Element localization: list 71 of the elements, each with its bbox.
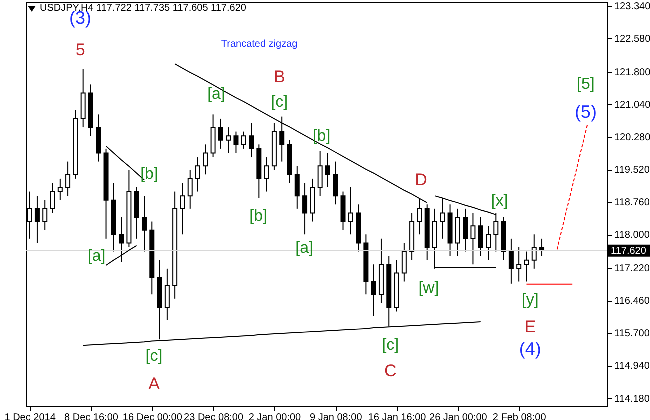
y-tick-label: 119.520 [614, 165, 650, 176]
candlestick [508, 238, 514, 284]
annotation: A [148, 374, 160, 394]
annotation: [c] [382, 337, 400, 354]
annotation: [y] [522, 292, 539, 310]
annotation: [w] [418, 280, 440, 298]
candlestick [294, 166, 300, 210]
y-tick-label: 121.040 [614, 100, 650, 111]
candlestick [164, 268, 170, 321]
y-tick-label: 115.700 [614, 328, 650, 340]
line-series [556, 123, 588, 250]
y-tick-label: 122.580 [614, 34, 650, 45]
annotation: C [384, 362, 397, 381]
annotation: (5) [574, 102, 597, 122]
annotation: D [415, 170, 428, 190]
candlestick [516, 246, 522, 282]
y-tick-label: 114.180 [614, 394, 650, 405]
candlestick [34, 196, 40, 244]
y-tick-label: 123.340 [614, 1, 650, 12]
annotation: E [524, 318, 536, 337]
candlestick [486, 226, 492, 261]
candlestick [203, 144, 208, 176]
candlestick [58, 178, 63, 201]
candlestick [371, 264, 376, 317]
candlestick [234, 131, 239, 154]
candlestick [142, 196, 147, 252]
candlestick [348, 187, 354, 236]
candlestick [241, 131, 246, 150]
candlestick [463, 208, 468, 252]
annotation: 5 [76, 40, 86, 60]
candlestick [478, 216, 484, 257]
candlestick [264, 157, 270, 192]
candlestick [280, 116, 285, 162]
candlestick [524, 251, 530, 282]
candlestick [333, 161, 338, 206]
candlestick [188, 170, 193, 210]
annotation: [b] [312, 128, 331, 145]
annotation: [5] [577, 76, 595, 93]
candlestick [226, 127, 232, 154]
annotation: B [274, 67, 286, 86]
y-tick-label: 114.940 [614, 361, 650, 372]
candlestick [42, 200, 48, 231]
candlestick [402, 242, 407, 282]
candlestick [470, 212, 476, 266]
annotation: [b] [140, 166, 158, 183]
annotation: [c] [271, 94, 288, 111]
y-tick-label: 117.220 [614, 264, 650, 275]
annotation: [c] [146, 348, 163, 366]
candlestick [532, 234, 537, 270]
candlestick [325, 152, 330, 188]
candlestick [249, 122, 254, 158]
annotation: (4) [519, 339, 542, 360]
annotation: [a] [208, 86, 226, 103]
annotation: [a] [88, 248, 106, 266]
y-tick-label: 118.760 [614, 198, 650, 209]
ref-line-label: 117.620 [611, 246, 647, 257]
y-tick-label: 118.000 [614, 230, 650, 242]
candlestick [66, 161, 71, 197]
annotation: Trancated zigzag [221, 38, 298, 50]
candlestick [218, 118, 224, 150]
annotation: [a] [296, 240, 314, 258]
candlestick [196, 157, 201, 192]
candlestick [180, 182, 186, 236]
y-tick-label: 120.280 [614, 132, 650, 144]
candlestick [302, 182, 308, 236]
candlestick [318, 150, 323, 197]
candlestick [50, 182, 56, 214]
annotation: [b] [250, 208, 268, 226]
y-tick-label: 121.800 [614, 67, 650, 78]
annotation: [x] [491, 192, 508, 210]
y-tick-label: 116.460 [614, 296, 650, 308]
